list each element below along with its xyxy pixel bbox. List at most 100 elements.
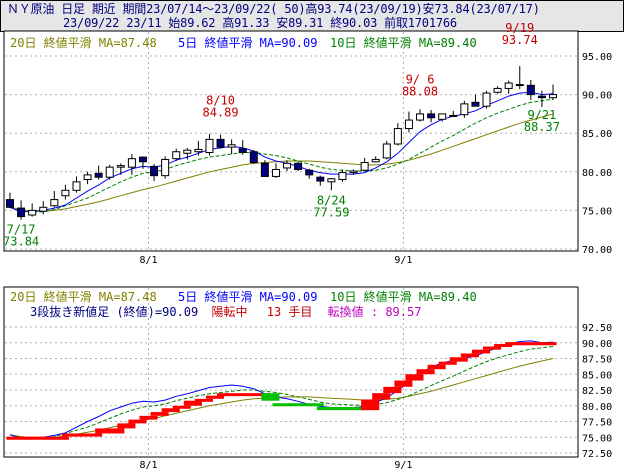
candle (504, 80, 513, 94)
newprice-panel-grid (5, 288, 577, 456)
candle (6, 192, 14, 209)
candle-up-body (416, 113, 425, 121)
price-panel-frame (3, 30, 579, 252)
candle (349, 169, 358, 175)
candle (161, 156, 170, 179)
candle (127, 154, 136, 175)
newprice-up-brick (217, 393, 269, 397)
candle (216, 134, 225, 149)
price-y-tick-label: 75.00 (582, 206, 612, 217)
newprice-up-brick (128, 419, 147, 424)
newprice-y-tick-label: 77.50 (582, 418, 612, 429)
candle (116, 163, 125, 175)
newprice-info-count: 13 手目 (267, 305, 313, 319)
candle-up-body (205, 138, 214, 154)
price-x-tick-label: 8/1 (139, 255, 157, 266)
newprice-up-brick (438, 361, 457, 365)
candle-up-body (61, 189, 70, 197)
candle (482, 90, 491, 109)
candle (360, 157, 369, 172)
candle (227, 139, 236, 155)
candle (371, 156, 380, 163)
candle-down-body (515, 84, 524, 87)
candle (172, 148, 181, 161)
candle-up-body (460, 103, 469, 116)
candle (427, 110, 436, 123)
candle-down-body (316, 176, 325, 182)
newprice-up-brick (494, 344, 513, 348)
candle-up-body (194, 148, 203, 153)
newprice-y-tick-label: 72.50 (582, 449, 612, 460)
annotation-date: 9/21 (527, 108, 556, 122)
newprice-y-tick-label: 75.00 (582, 433, 612, 444)
legend-ma10: 10日 終値平滑 MA=89.40 (330, 35, 477, 50)
candle-up-body (438, 113, 447, 120)
candle-up-body (227, 144, 236, 148)
candle (72, 176, 81, 193)
annotation-value: 84.89 (202, 106, 238, 120)
ma10-line (9, 98, 554, 213)
newprice-up-brick (471, 349, 491, 354)
newprice-up-brick (505, 342, 557, 346)
candle-up-body (549, 94, 557, 99)
newprice-panel-bricks (6, 342, 557, 440)
candle (17, 200, 26, 220)
candle-down-body (216, 138, 225, 148)
price-y-tick-label: 70.00 (582, 245, 612, 256)
candle (183, 147, 192, 160)
candle (316, 175, 325, 186)
newprice-up-brick (383, 386, 402, 394)
newprice-x-tick-label: 9/1 (394, 460, 412, 471)
candle (150, 164, 159, 182)
candle-down-body (294, 162, 303, 170)
candle (50, 191, 59, 208)
candle (28, 203, 37, 217)
newprice-up-brick (117, 423, 136, 429)
candle (83, 171, 92, 185)
newprice-up-brick (172, 405, 191, 409)
legend-ma5: 5日 終値平滑 MA=90.09 (178, 35, 317, 50)
candle-up-body (449, 114, 458, 117)
legend-ma20: 20日 終値平滑 MA=87.48 (10, 35, 157, 50)
candle (526, 79, 535, 101)
candle (39, 201, 48, 215)
candle (393, 123, 402, 146)
price-panel-candles (6, 66, 557, 220)
newprice-info: 3段抜き新値足 (終値)=90.09 陽転中 13 手目 転換値 : 89.57 (30, 304, 421, 319)
newprice-up-brick (460, 353, 479, 358)
newprice-info-trend: 陽転中 (211, 304, 247, 319)
candle (449, 110, 458, 117)
candle-up-body (39, 206, 48, 212)
candle-up-body (327, 178, 336, 183)
candle-up-body (50, 199, 59, 207)
candle (205, 133, 214, 156)
newprice-up-brick (483, 346, 502, 350)
price-x-tick-label: 9/1 (394, 255, 412, 266)
price-y-tick-label: 90.00 (582, 91, 612, 102)
annotation-value: 77.59 (313, 205, 349, 219)
candle-down-body (471, 101, 480, 107)
candle-up-body (28, 209, 37, 216)
candle (416, 109, 425, 122)
newprice-up-brick (183, 400, 202, 406)
candle-up-body (283, 162, 292, 169)
candle (271, 163, 280, 178)
candle-down-body (17, 207, 26, 218)
candle-up-body (172, 151, 181, 160)
candle (471, 94, 480, 107)
candle (305, 168, 314, 179)
newprice-up-brick (139, 415, 158, 420)
newprice-up-brick (95, 428, 125, 434)
candle-down-body (305, 169, 314, 176)
candle (94, 165, 103, 180)
newprice-up-brick (194, 398, 213, 402)
candle-up-body (404, 119, 413, 130)
price-panel-x-axis: 8/1 9/1 (139, 255, 412, 266)
candle (283, 160, 292, 172)
candle (138, 156, 147, 169)
newprice-y-tick-label: 90.00 (582, 339, 612, 350)
candle (537, 90, 546, 107)
newprice-panel-y-axis: 92.50 90.00 87.50 85.00 82.50 80.00 77.50 75.00… (582, 323, 612, 460)
